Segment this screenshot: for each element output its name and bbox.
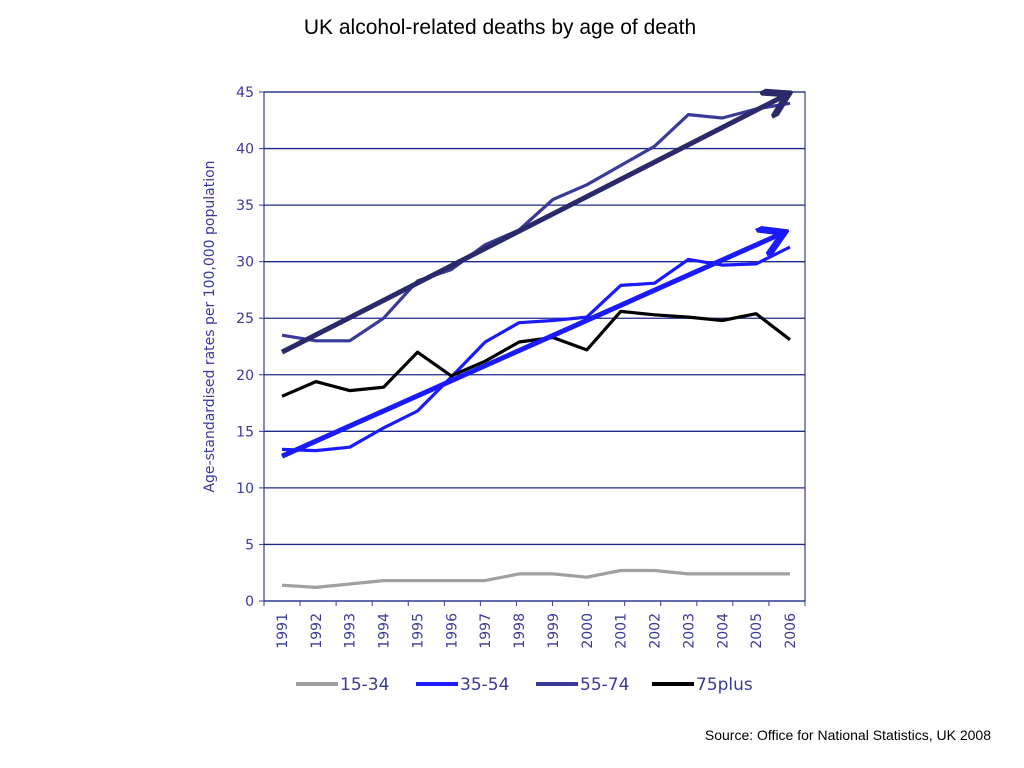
series-line-15-34 xyxy=(281,568,790,590)
y-tick-label: 35 xyxy=(236,198,254,214)
y-tick-label: 10 xyxy=(236,481,254,497)
x-tick-label: 1993 xyxy=(343,613,359,649)
series-line-55-74 xyxy=(281,101,791,343)
series-lines xyxy=(281,101,791,590)
series-line-35-54 xyxy=(281,245,791,453)
y-tick-label: 40 xyxy=(236,142,254,158)
x-tick-label: 2004 xyxy=(715,613,731,649)
y-tick-label: 30 xyxy=(236,255,254,271)
plot-area xyxy=(263,91,806,602)
x-tick-label: 2005 xyxy=(749,613,765,649)
y-tick-label: 20 xyxy=(236,368,254,384)
legend-label-35-54: 35-54 xyxy=(460,675,509,695)
y-tick-label: 45 xyxy=(236,85,254,101)
x-tick-label: 1999 xyxy=(546,613,562,649)
x-tick-label: 2002 xyxy=(648,613,664,649)
legend-label-15-34: 15-34 xyxy=(340,675,389,695)
legend-label-75plus: 75plus xyxy=(696,675,753,695)
y-tick-labels: 0 5 10 15 20 25 30 35 40 45 xyxy=(236,85,254,610)
y-axis-label: Age-standardised rates per 100,000 popul… xyxy=(202,160,218,492)
x-tick-label: 2000 xyxy=(580,613,596,649)
trend-arrow-55-74 xyxy=(280,95,786,355)
plot-frame xyxy=(263,91,806,602)
y-tick-label: 5 xyxy=(245,537,254,553)
x-tick-label: 1996 xyxy=(444,613,460,649)
series-line-75plus xyxy=(281,309,791,398)
source-note: Source: Office for National Statistics, … xyxy=(704,727,991,743)
x-tick-label: 1997 xyxy=(478,613,494,649)
x-tick-label: 1991 xyxy=(275,613,291,649)
x-tick-label: 1995 xyxy=(410,613,426,649)
y-tick-label: 0 xyxy=(245,594,254,610)
x-tick-label: 1998 xyxy=(512,613,528,649)
x-tick-label: 2001 xyxy=(614,613,630,649)
x-tick-label: 1992 xyxy=(309,613,325,649)
y-tick-label: 15 xyxy=(236,424,254,440)
x-tick-label: 2003 xyxy=(681,613,697,649)
chart-title: UK alcohol-related deaths by age of deat… xyxy=(303,16,697,39)
y-tick-label: 25 xyxy=(236,311,254,327)
trend-arrow-35-54 xyxy=(280,233,782,459)
x-tick-labels: 1991 1992 1993 1994 1995 1996 1997 1998 1999 2000… xyxy=(275,613,799,649)
legend-label-55-74: 55-74 xyxy=(580,675,629,695)
legend: 15-34 35-54 55-74 75plus xyxy=(296,675,753,695)
x-tick-label: 1994 xyxy=(377,613,393,649)
trend-arrows xyxy=(280,95,786,459)
x-tick-label: 2006 xyxy=(783,613,799,649)
